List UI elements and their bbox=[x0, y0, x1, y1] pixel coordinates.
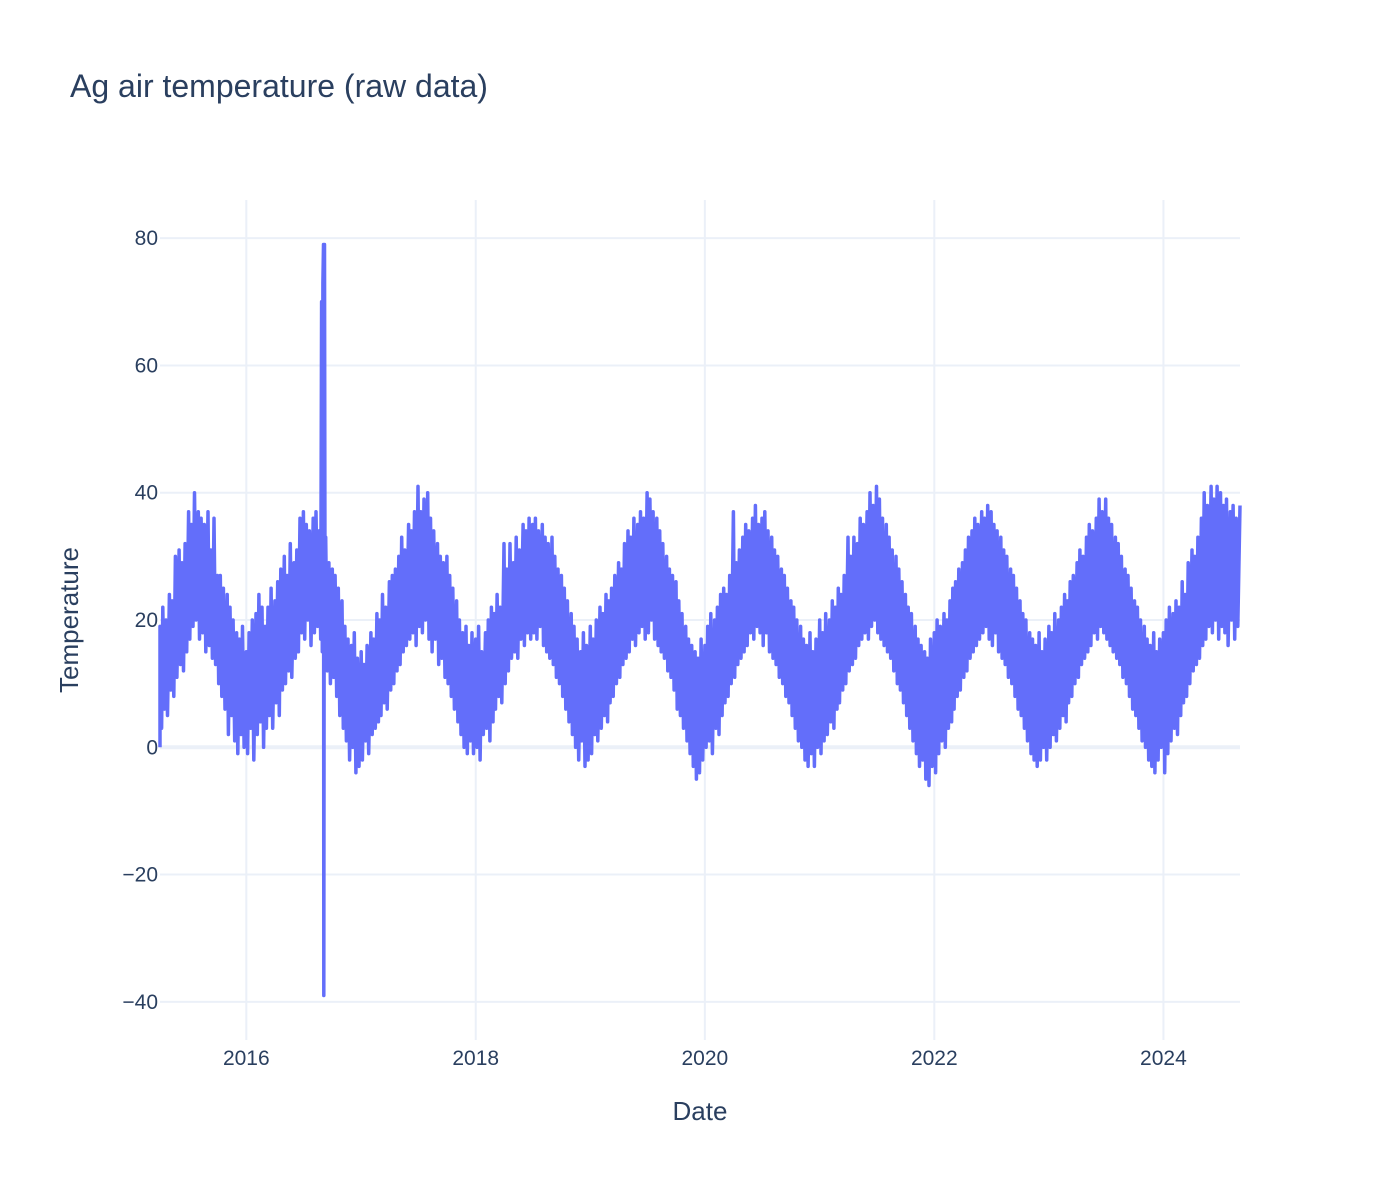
y-tick-label: 60 bbox=[135, 354, 158, 377]
y-tick-label: 0 bbox=[146, 736, 158, 759]
x-tick-label: 2020 bbox=[682, 1047, 729, 1070]
y-tick-label: −20 bbox=[122, 864, 158, 887]
x-axis-ticks: 2016 2018 2020 2022 2024 bbox=[223, 1047, 1187, 1070]
series-layer bbox=[158, 242, 1242, 998]
y-tick-label: 40 bbox=[135, 482, 158, 505]
y-axis-ticks: 80 60 40 20 0 −20 −40 bbox=[122, 227, 158, 1014]
y-tick-label: 20 bbox=[135, 609, 158, 632]
chart-title: Ag air temperature (raw data) bbox=[70, 68, 488, 104]
x-tick-label: 2018 bbox=[452, 1047, 499, 1070]
y-tick-label: 80 bbox=[135, 227, 158, 250]
x-tick-label: 2022 bbox=[911, 1047, 958, 1070]
grid-layer bbox=[160, 200, 1240, 1040]
x-tick-label: 2016 bbox=[223, 1047, 270, 1070]
y-axis-title: Temperature bbox=[54, 547, 84, 693]
x-tick-label: 2024 bbox=[1140, 1047, 1187, 1070]
x-axis-title: Date bbox=[673, 1096, 728, 1126]
y-tick-label: −40 bbox=[122, 991, 158, 1014]
temperature-series-line bbox=[158, 242, 1242, 998]
